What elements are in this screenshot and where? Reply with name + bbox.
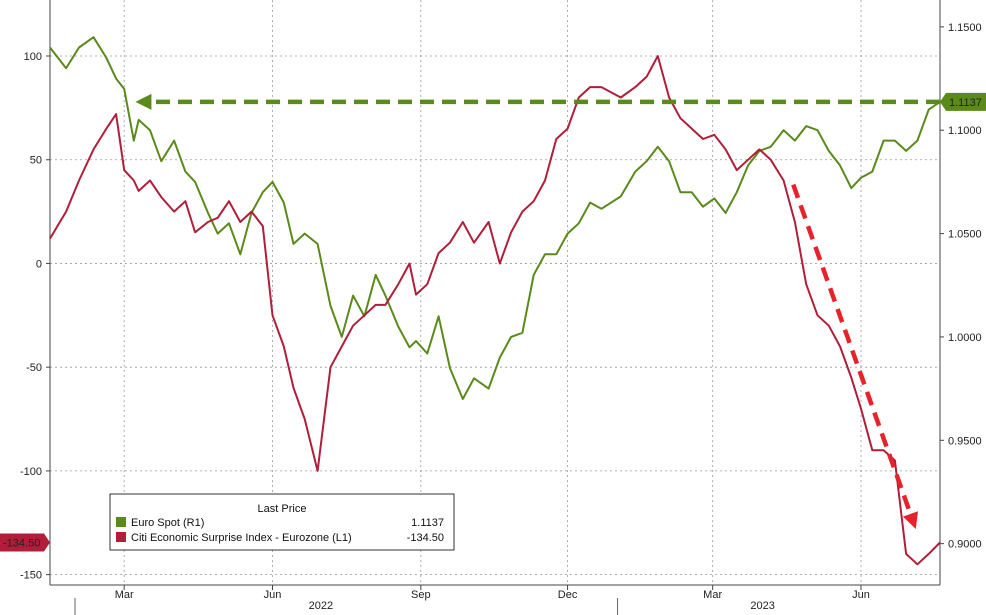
- legend: Last Price Euro Spot (R1) 1.1137 Citi Econo…: [109, 493, 455, 551]
- right-tick-label: 0.9500: [948, 435, 982, 447]
- right-tick-label: 1.0500: [948, 229, 982, 241]
- left-tick-label: 0: [36, 258, 42, 270]
- right-tick-label: 1.1000: [948, 125, 982, 137]
- legend-entry-value: -134.50: [407, 532, 444, 544]
- x-tick-label: Mar: [115, 589, 134, 601]
- last-value-tags: 1.1137 -134.50: [0, 92, 986, 552]
- x-tick-label: Jun: [852, 589, 870, 601]
- axes: -150 -100 -50 0 50 100 0.9000 0.9500 1.0000 1.050…: [20, 0, 982, 615]
- x-tick-label: Dec: [558, 589, 578, 601]
- citi-surprise-line: [49, 55, 941, 566]
- right-tick-label: 1.0000: [948, 332, 982, 344]
- legend-swatch: [116, 517, 126, 527]
- annotations: [135, 93, 940, 529]
- right-last-value-text: 1.1137: [949, 97, 982, 109]
- legend-entry-label: Citi Economic Surprise Index - Eurozone …: [131, 532, 352, 544]
- diagonal-arrow-head: [902, 511, 918, 529]
- left-tick-label: -150: [20, 570, 42, 582]
- left-tick-label: -100: [20, 466, 42, 478]
- left-tick-label: 50: [30, 155, 42, 167]
- legend-entry-label: Euro Spot (R1): [131, 517, 204, 529]
- left-last-value-tag: [0, 533, 50, 552]
- horizontal-arrow-head: [135, 93, 152, 110]
- legend-header: Last Price: [258, 503, 307, 515]
- legend-box: [109, 493, 455, 551]
- gridlines: [50, 0, 940, 585]
- euro-spot-line: [49, 36, 941, 400]
- legend-swatch: [116, 532, 126, 542]
- x-tick-label: Jun: [264, 589, 282, 601]
- left-last-value-text: -134.50: [3, 537, 40, 549]
- year-label: 2023: [750, 600, 774, 612]
- diagonal-dashed-arrow: [791, 183, 913, 515]
- left-tick-label: 100: [24, 51, 42, 63]
- right-tick-label: 0.9000: [948, 539, 982, 551]
- x-tick-label: Mar: [703, 589, 722, 601]
- year-label: 2022: [309, 600, 333, 612]
- right-tick-label: 1.1500: [948, 22, 982, 34]
- right-last-value-tag: [940, 92, 986, 111]
- series-lines: [49, 36, 941, 566]
- left-tick-label: -50: [26, 362, 42, 374]
- legend-entry-value: 1.1137: [411, 517, 444, 529]
- x-tick-label: Sep: [411, 589, 431, 601]
